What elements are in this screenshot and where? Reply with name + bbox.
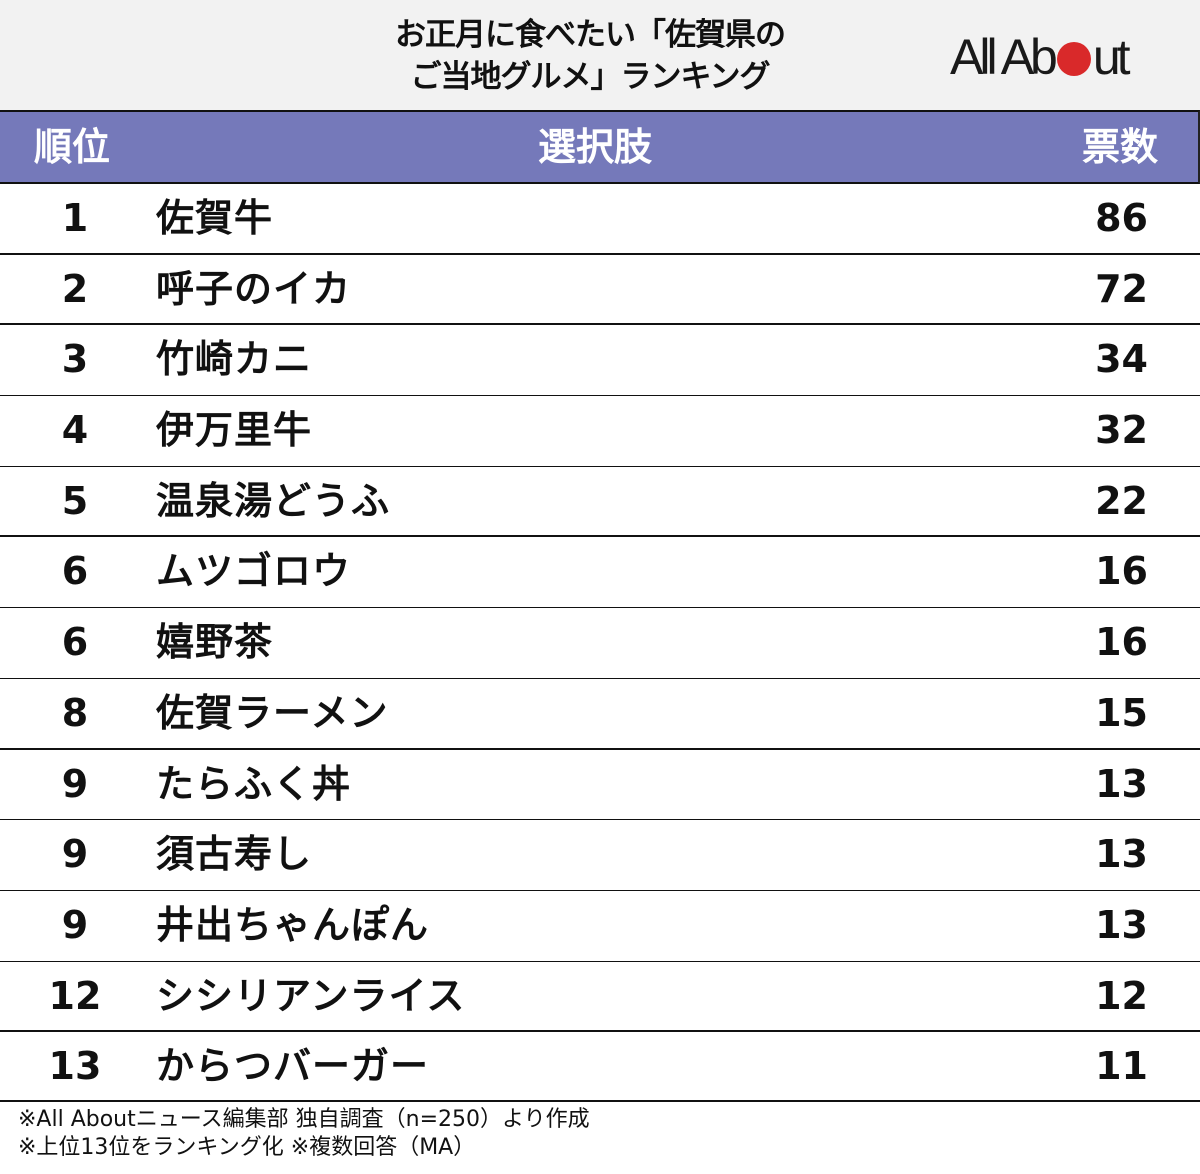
logo-text-end: ut: [1092, 29, 1131, 85]
votes-cell: 34: [1095, 337, 1148, 382]
rank-cell: 1: [61, 196, 89, 240]
choice-cell: 竹崎カニ: [156, 337, 313, 382]
table-row: 9 須古寿し 13: [0, 820, 1200, 891]
table-row: 3 竹崎カニ 34: [0, 325, 1200, 397]
title-line-2: ご当地グルメ」ランキング: [410, 59, 770, 95]
rank-cell: 8: [61, 690, 89, 735]
rank-cell: 9: [61, 902, 89, 947]
votes-cell: 12: [1095, 973, 1148, 1018]
votes-cell: 16: [1095, 549, 1148, 594]
allabout-logo: All Ab ut: [950, 29, 1131, 85]
rank-cell: 9: [61, 761, 89, 806]
table-row: 9 たらふく丼 13: [0, 750, 1200, 821]
rank-cell: 4: [61, 408, 89, 453]
votes-cell: 11: [1095, 1044, 1148, 1089]
table-header: 順位 選択肢 票数: [0, 110, 1200, 184]
choice-cell: 呼子のイカ: [156, 266, 352, 311]
choice-cell: ムツゴロウ: [156, 549, 352, 594]
footer-divider: [0, 1100, 1200, 1102]
column-header-votes: 票数: [1082, 125, 1159, 169]
table-row: 9 井出ちゃんぽん 13: [0, 891, 1200, 962]
rank-cell: 6: [61, 620, 89, 665]
footnotes: ※All Aboutニュース編集部 独自調査（n=250）より作成 ※上位13位…: [18, 1106, 590, 1162]
choice-cell: 須古寿し: [156, 832, 313, 877]
votes-cell: 86: [1095, 196, 1148, 240]
title-line-1: お正月に食べたい「佐賀県の: [395, 17, 786, 53]
choice-cell: 佐賀牛: [156, 196, 274, 240]
rank-cell: 3: [61, 337, 89, 382]
table-row: 2 呼子のイカ 72: [0, 255, 1200, 326]
choice-cell: シシリアンライス: [156, 973, 466, 1018]
title-banner: お正月に食べたい「佐賀県の ご当地グルメ」ランキング All Ab ut: [0, 0, 1200, 110]
table-row: 4 伊万里牛 32: [0, 396, 1200, 467]
votes-cell: 16: [1095, 620, 1148, 665]
choice-cell: 伊万里牛: [156, 408, 313, 453]
rank-cell: 5: [61, 478, 89, 523]
rank-cell: 2: [61, 266, 89, 311]
logo-text-start: All Ab: [950, 29, 1058, 85]
choice-cell: たらふく丼: [156, 761, 352, 806]
rank-cell: 6: [61, 549, 89, 594]
table-row: 8 佐賀ラーメン 15: [0, 679, 1200, 750]
table-row: 5 温泉湯どうふ 22: [0, 467, 1200, 538]
votes-cell: 15: [1095, 690, 1148, 735]
footnote-method: ※上位13位をランキング化 ※複数回答（MA）: [18, 1135, 476, 1160]
choice-cell: 井出ちゃんぽん: [156, 902, 430, 947]
votes-cell: 13: [1095, 832, 1148, 877]
ranking-table-body: 1 佐賀牛 86 2 呼子のイカ 72 3 竹崎カニ 34 4 伊万里牛 32 5 温泉湯どうふ 2…: [0, 184, 1200, 1103]
footnote-source: ※All Aboutニュース編集部 独自調査（n=250）より作成: [18, 1107, 590, 1132]
choice-cell: からつバーガー: [156, 1044, 430, 1089]
table-row: 6 ムツゴロウ 16: [0, 537, 1200, 609]
table-row: 6 嬉野茶 16: [0, 608, 1200, 679]
table-row: 13 からつバーガー 11: [0, 1032, 1200, 1103]
rank-cell: 9: [61, 832, 89, 877]
votes-cell: 13: [1095, 761, 1148, 806]
page-title: お正月に食べたい「佐賀県の ご当地グルメ」ランキング: [290, 14, 890, 98]
rank-cell: 13: [48, 1044, 102, 1089]
logo-red-dot-icon: [1056, 42, 1091, 76]
column-header-rank: 順位: [34, 125, 111, 169]
table-row: 12 シシリアンライス 12: [0, 962, 1200, 1033]
votes-cell: 13: [1095, 902, 1148, 947]
votes-cell: 32: [1095, 408, 1148, 453]
column-header-choice: 選択肢: [538, 125, 653, 169]
rank-cell: 12: [48, 973, 102, 1018]
votes-cell: 72: [1095, 266, 1148, 311]
table-row: 1 佐賀牛 86: [0, 184, 1200, 255]
choice-cell: 嬉野茶: [156, 620, 274, 665]
choice-cell: 温泉湯どうふ: [156, 478, 391, 523]
choice-cell: 佐賀ラーメン: [156, 690, 389, 735]
votes-cell: 22: [1095, 478, 1148, 523]
